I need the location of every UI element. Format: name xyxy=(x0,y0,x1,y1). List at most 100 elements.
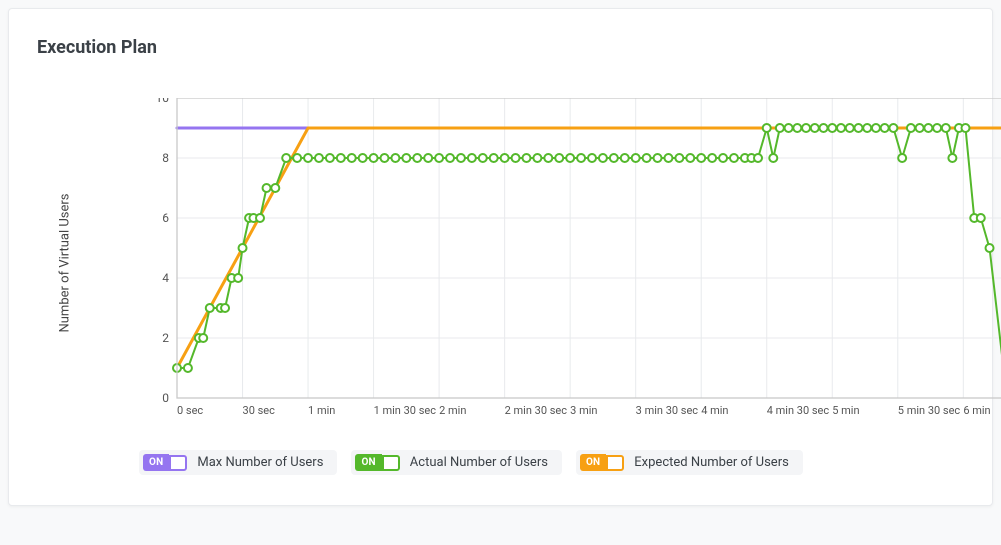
series-actual-marker xyxy=(271,184,279,192)
series-actual-marker xyxy=(577,154,585,162)
series-actual-marker xyxy=(337,154,345,162)
series-actual-marker xyxy=(686,154,694,162)
series-actual-marker xyxy=(776,124,784,132)
execution-plan-card: Execution Plan Number of Virtual Users 0… xyxy=(8,8,993,506)
legend-item-max[interactable]: ON Max Number of Users xyxy=(139,450,337,475)
series-actual-marker xyxy=(221,304,229,312)
series-expected xyxy=(177,128,1001,368)
series-actual-marker xyxy=(348,154,356,162)
svg-text:3 min: 3 min xyxy=(570,404,597,417)
series-actual-marker xyxy=(501,154,509,162)
svg-text:0: 0 xyxy=(162,391,169,405)
series-actual-marker xyxy=(544,154,552,162)
series-actual-marker xyxy=(763,124,771,132)
series-actual-marker xyxy=(184,364,192,372)
series-actual-marker xyxy=(863,124,871,132)
svg-text:2 min 30 sec: 2 min 30 sec xyxy=(505,404,568,417)
series-actual-marker xyxy=(359,154,367,162)
chart-legend: ON Max Number of Users ON Actual Number of … xyxy=(139,450,972,475)
series-actual-marker xyxy=(986,244,994,252)
series-actual-marker xyxy=(293,154,301,162)
y-axis-label: Number of Virtual Users xyxy=(58,193,73,332)
legend-on-badge: ON xyxy=(143,454,169,471)
svg-text:3 min 30 sec: 3 min 30 sec xyxy=(636,404,699,417)
execution-plan-chart: 02468100 sec30 sec1 min1 min 30 sec2 min… xyxy=(45,98,1001,428)
legend-label: Max Number of Users xyxy=(197,455,323,470)
series-actual-marker xyxy=(643,154,651,162)
series-actual-marker xyxy=(889,124,897,132)
series-actual-marker xyxy=(898,154,906,162)
series-actual-marker xyxy=(654,154,662,162)
svg-text:4 min: 4 min xyxy=(701,404,728,417)
svg-text:2: 2 xyxy=(162,331,169,345)
series-actual-marker xyxy=(370,154,378,162)
svg-text:4: 4 xyxy=(162,271,169,285)
series-actual-marker xyxy=(793,124,801,132)
series-actual-marker xyxy=(435,154,443,162)
series-actual-marker xyxy=(942,124,950,132)
series-actual-marker xyxy=(948,154,956,162)
series-actual-marker xyxy=(199,334,207,342)
legend-swatch xyxy=(169,455,187,471)
legend-on-badge: ON xyxy=(580,454,606,471)
series-actual-marker xyxy=(769,154,777,162)
series-actual-marker xyxy=(697,154,705,162)
series-actual xyxy=(177,128,1001,398)
legend-label: Expected Number of Users xyxy=(634,455,789,470)
svg-text:0 sec: 0 sec xyxy=(177,404,203,417)
series-actual-marker xyxy=(522,154,530,162)
series-actual-marker xyxy=(391,154,399,162)
series-actual-marker xyxy=(402,154,410,162)
series-actual-marker xyxy=(916,124,924,132)
series-actual-marker xyxy=(621,154,629,162)
series-actual-marker xyxy=(381,154,389,162)
series-actual-marker xyxy=(846,124,854,132)
svg-text:2 min: 2 min xyxy=(439,404,466,417)
series-actual-marker xyxy=(730,154,738,162)
series-actual-marker xyxy=(234,274,242,282)
series-actual-marker xyxy=(610,154,618,162)
chart-container: Number of Virtual Users 0 2 4 6 8 10 0 sec 30 s… xyxy=(29,98,972,428)
series-actual-marker xyxy=(239,244,247,252)
series-actual-marker xyxy=(708,154,716,162)
panel-title: Execution Plan xyxy=(37,37,972,58)
series-actual-marker xyxy=(837,124,845,132)
series-actual-marker xyxy=(664,154,672,162)
series-actual-marker xyxy=(675,154,683,162)
legend-on-badge: ON xyxy=(355,454,381,471)
series-actual-marker xyxy=(533,154,541,162)
series-actual-marker xyxy=(566,154,574,162)
series-actual-marker xyxy=(785,124,793,132)
series-actual-marker xyxy=(424,154,432,162)
series-actual-marker xyxy=(599,154,607,162)
legend-swatch xyxy=(382,455,400,471)
series-actual-marker xyxy=(457,154,465,162)
series-actual-marker xyxy=(304,154,312,162)
series-actual-marker xyxy=(413,154,421,162)
svg-text:1 min: 1 min xyxy=(308,404,335,417)
svg-text:6: 6 xyxy=(162,211,169,225)
series-actual-marker xyxy=(446,154,454,162)
legend-item-expected[interactable]: ON Expected Number of Users xyxy=(576,450,803,475)
series-actual-marker xyxy=(828,124,836,132)
series-actual-marker xyxy=(881,124,889,132)
series-actual-marker xyxy=(315,154,323,162)
series-actual-marker xyxy=(479,154,487,162)
svg-text:10: 10 xyxy=(156,98,170,105)
legend-label: Actual Number of Users xyxy=(410,455,548,470)
legend-item-actual[interactable]: ON Actual Number of Users xyxy=(351,450,562,475)
svg-text:4 min 30 sec: 4 min 30 sec xyxy=(767,404,830,417)
series-actual-marker xyxy=(933,124,941,132)
svg-text:8: 8 xyxy=(162,151,169,165)
series-actual-marker xyxy=(802,124,810,132)
series-actual-marker xyxy=(632,154,640,162)
series-actual-marker xyxy=(811,124,819,132)
series-actual-marker xyxy=(256,214,264,222)
svg-text:6 min: 6 min xyxy=(963,404,990,417)
svg-text:30 sec: 30 sec xyxy=(243,404,276,417)
svg-text:1 min 30 sec: 1 min 30 sec xyxy=(374,404,437,417)
series-actual-marker xyxy=(854,124,862,132)
series-actual-marker xyxy=(206,304,214,312)
series-actual-marker xyxy=(588,154,596,162)
series-actual-marker xyxy=(555,154,563,162)
